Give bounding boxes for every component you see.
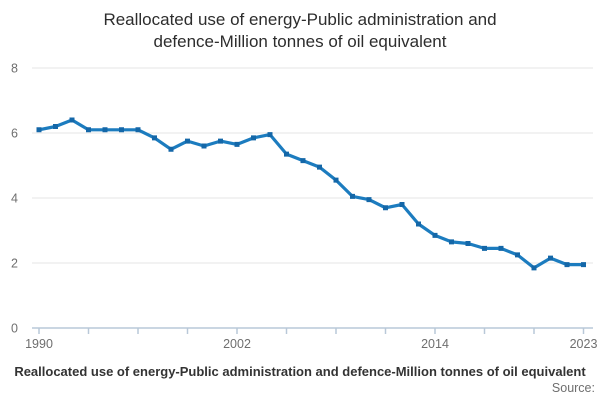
- data-point-marker: [135, 127, 141, 133]
- chart-title-line-1: Reallocated use of energy-Public adminis…: [103, 10, 497, 29]
- data-point-marker: [69, 117, 75, 123]
- y-axis-tick-label: 4: [11, 192, 18, 206]
- data-point-marker: [102, 127, 108, 133]
- x-axis-tick-label: 1990: [25, 337, 53, 351]
- data-point-marker: [531, 265, 537, 271]
- data-point-marker: [267, 132, 273, 138]
- data-point-marker: [366, 197, 372, 203]
- source-label: Source:: [551, 381, 595, 395]
- chart-title-line-2: defence-Million tonnes of oil equivalent: [153, 32, 447, 51]
- data-point-marker: [168, 146, 174, 152]
- data-point-marker: [383, 205, 388, 211]
- data-point-marker: [218, 138, 223, 144]
- data-point-marker: [482, 245, 487, 251]
- y-axis-tick-label: 8: [11, 62, 18, 76]
- data-point-marker: [399, 202, 405, 207]
- footer-caption: Reallocated use of energy-Public adminis…: [0, 363, 600, 380]
- data-point-marker: [465, 241, 471, 246]
- data-point-marker: [36, 127, 42, 133]
- y-axis-tick-label: 2: [11, 257, 18, 271]
- data-point-marker: [53, 124, 58, 129]
- data-point-marker: [581, 262, 586, 268]
- y-axis-tick-label: 0: [11, 322, 18, 336]
- line-chart-canvas: 0 2 4 6 8 1990 2002 2014 2023: [11, 62, 598, 352]
- chart-title: Reallocated use of energy-Public adminis…: [0, 9, 600, 53]
- data-point-marker: [564, 262, 570, 268]
- x-axis-tick-label: 2023: [570, 337, 598, 351]
- data-point-marker: [119, 127, 124, 133]
- data-point-marker: [300, 158, 306, 164]
- data-point-marker: [548, 255, 553, 261]
- data-point-marker: [185, 138, 190, 144]
- data-point-marker: [86, 127, 91, 133]
- footer-caption-text: Reallocated use of energy-Public adminis…: [14, 364, 586, 379]
- data-point-marker: [284, 151, 289, 157]
- data-point-marker: [251, 135, 256, 141]
- data-point-marker: [234, 141, 240, 147]
- data-point-marker: [350, 193, 355, 199]
- data-point-marker: [317, 164, 322, 170]
- data-point-marker: [449, 239, 454, 245]
- data-point-marker: [152, 135, 157, 141]
- x-axis-tick-label: 2002: [223, 337, 251, 351]
- data-point-marker: [498, 245, 504, 251]
- data-line-series: [37, 118, 586, 270]
- data-point-marker: [416, 221, 421, 227]
- y-axis-tick-label: 6: [11, 127, 18, 141]
- data-point-marker: [432, 232, 438, 238]
- chart-footer: Reallocated use of energy-Public adminis…: [0, 363, 600, 400]
- data-point-marker: [515, 252, 520, 258]
- data-point-marker: [333, 177, 339, 183]
- data-point-marker: [201, 143, 207, 149]
- x-axis-tick-label: 2014: [421, 337, 449, 351]
